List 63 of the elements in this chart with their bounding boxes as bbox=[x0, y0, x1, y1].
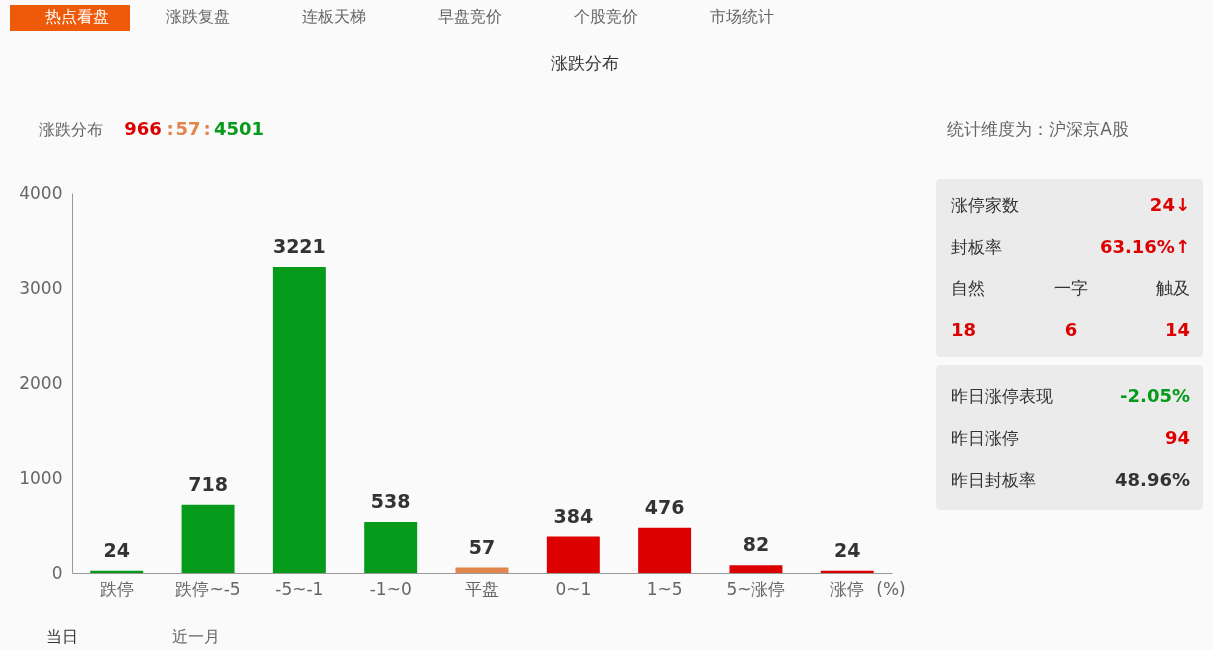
x-tick-label: 1~5 bbox=[646, 578, 683, 599]
text: 涨停家数 bbox=[951, 195, 1019, 215]
text: 近一月 bbox=[172, 627, 220, 646]
text: 昨日涨停 bbox=[951, 428, 1019, 448]
text: -2.05% bbox=[1120, 385, 1190, 406]
x-axis-title: (%) bbox=[876, 579, 906, 599]
y-tick-label: 4000 bbox=[19, 182, 63, 203]
x-tick-label: -5~-1 bbox=[275, 578, 324, 599]
text: 统计维度为：沪深京A股 bbox=[947, 119, 1129, 139]
text: 自然 bbox=[951, 278, 985, 298]
x-tick-label: 5~涨停 bbox=[726, 578, 786, 599]
data-label: 24 bbox=[103, 538, 130, 561]
text: 早盘竞价 bbox=[438, 7, 502, 26]
bar bbox=[455, 567, 509, 573]
text: 48.96% bbox=[1115, 469, 1190, 490]
bar bbox=[546, 536, 600, 573]
bar bbox=[272, 267, 326, 573]
y-tick-label: 0 bbox=[51, 562, 63, 583]
bar bbox=[729, 565, 783, 573]
text: : bbox=[166, 118, 174, 139]
text: : bbox=[203, 118, 211, 139]
text: 966 bbox=[124, 118, 162, 139]
bar bbox=[181, 504, 235, 573]
text: 18 bbox=[951, 319, 977, 340]
text: 昨日涨停表现 bbox=[951, 386, 1053, 406]
text: 当日 bbox=[46, 627, 78, 646]
text: 24↓ bbox=[1149, 194, 1190, 215]
text: 4501 bbox=[213, 118, 265, 139]
data-label: 538 bbox=[370, 489, 411, 512]
x-tick-label: 0~1 bbox=[555, 578, 592, 599]
data-label: 82 bbox=[742, 533, 770, 556]
text: 个股竞价 bbox=[574, 7, 638, 26]
x-tick-label: 跌停~-5 bbox=[175, 578, 241, 599]
data-label: 476 bbox=[644, 495, 685, 518]
text: 涨跌复盘 bbox=[166, 7, 230, 26]
text: 昨日封板率 bbox=[951, 470, 1036, 490]
y-tick-label: 3000 bbox=[19, 277, 63, 298]
x-tick-label: 涨停 bbox=[830, 578, 865, 599]
text: 94 bbox=[1164, 427, 1190, 448]
y-tick-label: 1000 bbox=[19, 467, 63, 488]
text: 市场统计 bbox=[710, 7, 774, 26]
chart-title: 涨跌分布 bbox=[551, 53, 619, 73]
bar bbox=[364, 521, 418, 573]
x-tick-label: -1~0 bbox=[369, 578, 412, 599]
text: 63.16%↑ bbox=[1099, 236, 1190, 257]
y-tick-label: 2000 bbox=[19, 372, 63, 393]
text: 一字 bbox=[1054, 278, 1088, 298]
text: 57 bbox=[175, 118, 201, 139]
x-tick-label: 平盘 bbox=[465, 578, 499, 599]
text: 14 bbox=[1164, 319, 1190, 340]
text: 涨跌分布 bbox=[39, 120, 103, 139]
text: 6 bbox=[1064, 319, 1078, 340]
data-label: 718 bbox=[188, 472, 228, 495]
text: 封板率 bbox=[951, 237, 1002, 257]
data-label: 57 bbox=[468, 535, 496, 558]
text: 触及 bbox=[1156, 278, 1190, 298]
x-tick-label: 跌停 bbox=[99, 578, 134, 599]
text: 连板天梯 bbox=[302, 7, 366, 26]
text: 热点看盘 bbox=[45, 7, 109, 26]
data-label: 384 bbox=[553, 504, 594, 527]
data-label: 24 bbox=[834, 538, 861, 561]
data-label: 3221 bbox=[272, 235, 326, 258]
bar bbox=[638, 527, 692, 573]
